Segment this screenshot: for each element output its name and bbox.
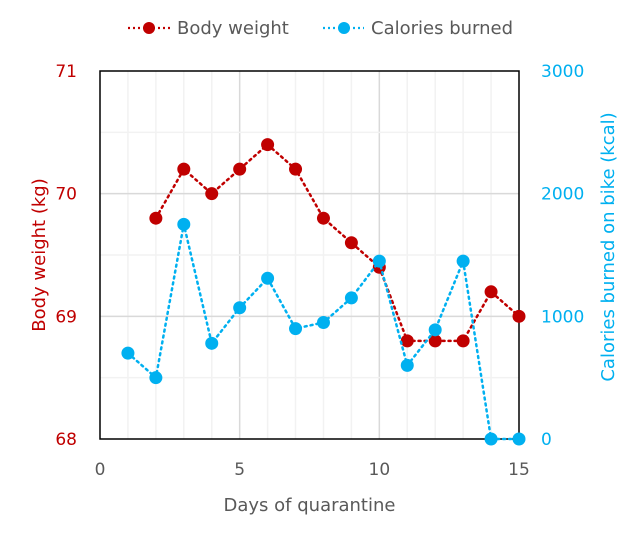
y2-tick-label: 0 — [541, 430, 552, 450]
data-point-body-weight — [149, 211, 163, 225]
legend-marker-body-weight — [143, 22, 155, 34]
data-point-calories-burned — [289, 322, 303, 336]
data-point-calories-burned — [121, 346, 135, 360]
data-point-calories-burned — [428, 323, 442, 337]
data-point-calories-burned — [484, 432, 498, 446]
data-point-body-weight — [428, 334, 442, 348]
y2-tick-label: 1000 — [541, 307, 584, 327]
y2-tick-label: 2000 — [541, 185, 584, 205]
legend-marker-calories-burned — [338, 22, 350, 34]
data-point-calories-burned — [512, 432, 526, 446]
data-point-body-weight — [400, 334, 414, 348]
legend-item-body-weight: Body weight — [128, 18, 289, 39]
y-tick-label: 69 — [55, 307, 77, 327]
y2-tick-label: 3000 — [541, 62, 584, 82]
legend-item-calories-burned: Calories burned — [323, 18, 513, 39]
y-tick-label: 71 — [55, 62, 77, 82]
data-point-calories-burned — [456, 254, 470, 268]
data-point-body-weight — [316, 211, 330, 225]
data-point-body-weight — [512, 309, 526, 323]
data-point-body-weight — [289, 162, 303, 176]
data-point-calories-burned — [344, 291, 358, 305]
x-tick-label: 5 — [234, 460, 245, 480]
data-point-body-weight — [344, 236, 358, 250]
data-point-body-weight — [233, 162, 247, 176]
series-calories-burned — [121, 217, 526, 446]
grid — [100, 71, 519, 439]
data-point-calories-burned — [205, 336, 219, 350]
legend: Body weight Calories burned — [128, 18, 513, 39]
data-point-calories-burned — [400, 358, 414, 372]
series-layer — [121, 138, 526, 446]
x-tick-label: 15 — [508, 460, 530, 480]
data-point-calories-burned — [261, 271, 275, 285]
data-point-body-weight — [484, 285, 498, 299]
x-tick-label: 0 — [95, 460, 106, 480]
data-point-calories-burned — [316, 315, 330, 329]
legend-label-body-weight: Body weight — [177, 18, 289, 39]
y-tick-label: 70 — [55, 185, 77, 205]
data-point-calories-burned — [149, 371, 163, 385]
tick-labels: 0 5 10 15 68 69 70 71 0 1000 2000 3000 — [55, 62, 584, 480]
data-point-body-weight — [205, 187, 219, 201]
data-point-body-weight — [261, 138, 275, 152]
data-point-body-weight — [456, 334, 470, 348]
plot-frame — [99, 70, 520, 440]
data-point-calories-burned — [233, 301, 247, 315]
series-body-weight — [149, 138, 526, 348]
data-point-body-weight — [177, 162, 191, 176]
y-axis-label: Body weight (kg) — [29, 178, 50, 331]
y-tick-label: 68 — [55, 430, 77, 450]
legend-label-calories-burned: Calories burned — [371, 18, 513, 39]
x-tick-label: 10 — [369, 460, 391, 480]
y2-axis-label: Calories burned on bike (kcal) — [598, 112, 619, 381]
x-axis-label: Days of quarantine — [224, 495, 396, 516]
data-point-calories-burned — [177, 217, 191, 231]
data-point-calories-burned — [372, 254, 386, 268]
